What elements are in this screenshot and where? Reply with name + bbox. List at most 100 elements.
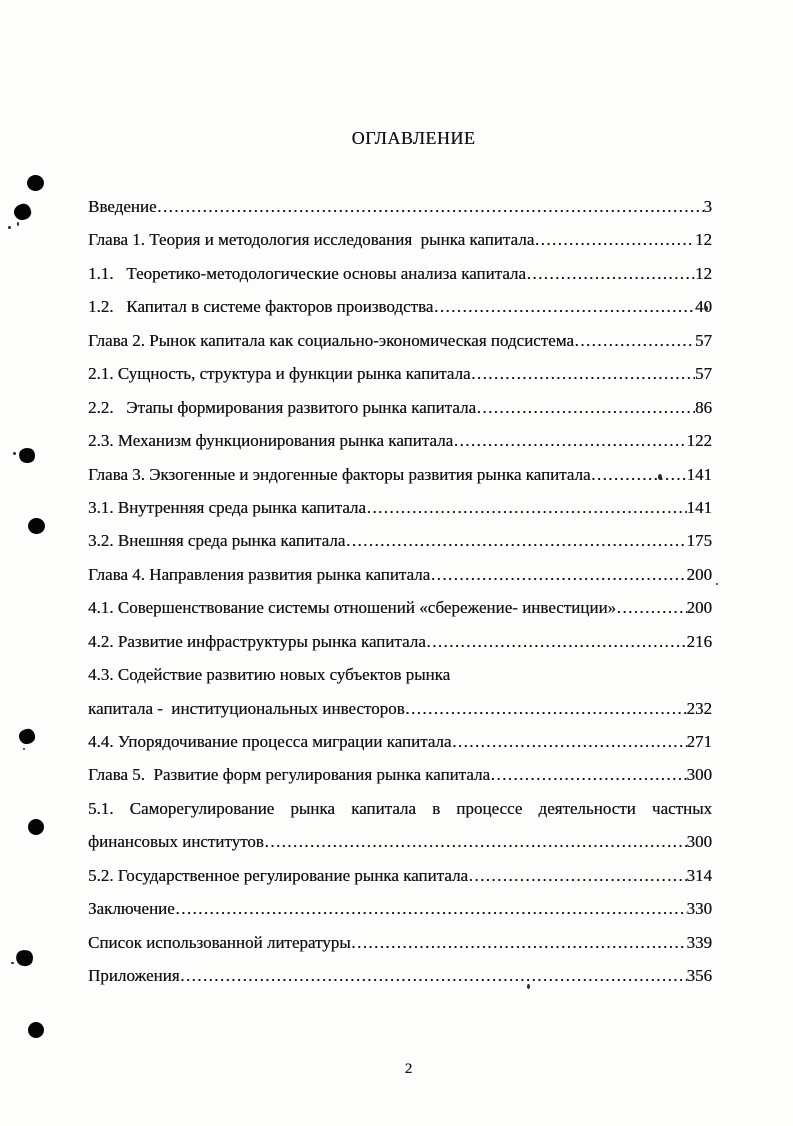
- ink-dot: [28, 518, 45, 534]
- ink-speck: [8, 226, 11, 229]
- dot-leader: ……………………………………………………………………………………………………………: [468, 859, 687, 892]
- toc-entry-page: 141: [686, 497, 713, 517]
- leader-dots: ……………………………………………………………………………………………………………: [470, 364, 695, 384]
- toc-entry-text: 2.3. Механизм функционирования рынка кап…: [88, 431, 454, 451]
- toc-entry: Глава 2. Рынок капитала как социально-эк…: [88, 324, 712, 357]
- leader-dots: ……………………………………………………………………………………………………………: [174, 899, 687, 919]
- toc-entry: 2.2. Этапы формирования развитого рынка …: [88, 391, 712, 424]
- dot-leader: ……………………………………………………………………………………………………………: [430, 558, 686, 591]
- toc-entry: финансовых институтов …………………………………………………: [88, 825, 712, 858]
- ink-dot: [27, 175, 44, 191]
- toc-entry-page: 175: [686, 531, 713, 551]
- dot-leader: ……………………………………………………………………………………………………………: [453, 424, 686, 457]
- toc-entry: Глава 3. Экзогенные и эндогенные факторы…: [88, 458, 712, 491]
- leader-dots: ……………………………………………………………………………………………………………: [451, 732, 686, 751]
- ink-speck: [11, 962, 14, 964]
- dot-leader: ……………………………………………………………………………………………………………: [526, 257, 695, 290]
- toc-entry-page: 200: [686, 598, 713, 618]
- toc-entry: 1.2. Капитал в системе факторов производ…: [88, 290, 712, 323]
- dot-leader: ……………………………………………………………………………………………………………: [345, 524, 686, 557]
- toc-entry-text: 2.2. Этапы формирования развитого рынка …: [88, 397, 477, 417]
- dot-leader: ……………………………………………………………………………………………………………: [175, 892, 687, 925]
- toc-entry: 2.1. Сущность, структура и функции рынка…: [88, 357, 712, 390]
- toc-entry: 4.4. Упорядочивание процесса миграции ка…: [88, 725, 712, 758]
- leader-dots: ……………………………………………………………………………………………………………: [425, 631, 687, 651]
- toc-entry-text: 2.1. Сущность, структура и функции рынка…: [88, 364, 471, 384]
- toc-entry-text: 4.1. Совершенствование системы отношений…: [88, 598, 617, 618]
- toc-entry: Глава 1. Теория и методология исследован…: [88, 223, 712, 256]
- dot-leader: ……………………………………………………………………………………………………………: [616, 591, 686, 624]
- toc-entry-text: 5.2. Государственное регулирование рынка…: [88, 865, 468, 885]
- toc-entry-text: Список использованной литературы: [88, 932, 351, 952]
- toc-entry-page: 57: [695, 364, 712, 384]
- leader-dots: ……………………………………………………………………………………………………………: [350, 932, 687, 952]
- toc-entry-page: 271: [686, 732, 713, 751]
- page-title: ОГЛАВЛЕНИЕ: [351, 128, 476, 148]
- dot-leader: ……………………………………………………………………………………………………………: [157, 190, 704, 223]
- toc-entry-page: 232: [686, 698, 713, 718]
- dot-leader: ……………………………………………………………………………………………………………: [476, 391, 695, 424]
- toc-entry-text: финансовых институтов: [88, 832, 264, 852]
- ink-blob: [17, 446, 37, 465]
- dot-leader: ……………………………………………………………………………………………………………: [180, 959, 687, 992]
- toc-entry-text: 3.2. Внешняя среда рынка капитала: [88, 531, 346, 551]
- toc-entry-text: 1.2. Капитал в системе факторов производ…: [88, 297, 434, 317]
- leader-dots: ……………………………………………………………………………………………………………: [404, 698, 687, 718]
- toc-entry: 4.3. Содействие развитию новых субъектов…: [88, 658, 712, 691]
- leader-dots: ……………………………………………………………………………………………………………: [156, 197, 704, 216]
- toc-entry-text: Глава 2. Рынок капитала как социально-эк…: [88, 330, 574, 350]
- leader-dots: ……………………………………………………………………………………………………………: [573, 330, 695, 350]
- toc-entry: капитала - институциональных инвесторов …: [88, 692, 712, 725]
- toc-entry-page: 57: [695, 330, 712, 350]
- toc-entry: Список использованной литературы ……………………: [88, 926, 712, 959]
- leader-dots: ……………………………………………………………………………………………………………: [263, 832, 687, 852]
- leader-dots: ……………………………………………………………………………………………………………: [534, 230, 695, 250]
- ink-blob: [12, 202, 33, 222]
- dot-leader: ……………………………………………………………………………………………………………: [471, 357, 695, 390]
- leader-dots: ……………………………………………………………………………………………………………: [468, 865, 687, 885]
- dot-leader: ……………………………………………………………………………………………………………: [433, 290, 695, 323]
- toc-entry-text: Приложения: [88, 966, 180, 986]
- toc-entry: Глава 4. Направления развития рынка капи…: [88, 558, 712, 591]
- dot-leader: ……………………………………………………………………………………………………………: [451, 725, 686, 758]
- toc-entry-text: 4.4. Упорядочивание процесса миграции ка…: [88, 732, 452, 751]
- dot-leader: ……………………………………………………………………………………………………………: [366, 491, 687, 524]
- toc-entry: 5.1. Саморегулирование рынка капитала в …: [88, 792, 712, 825]
- toc-entry-page: 40: [695, 297, 712, 317]
- toc-entry-text: 1.1. Теоретико-методологические основы а…: [88, 263, 526, 283]
- ink-speck: [716, 583, 718, 585]
- dot-leader: ……………………………………………………………………………………………………………: [574, 324, 695, 357]
- toc-entry-page: 216: [686, 631, 713, 651]
- toc-entry-text: 5.1. Саморегулирование рынка капитала в …: [88, 798, 712, 818]
- toc-entry-page: 12: [695, 230, 712, 250]
- ink-dot: [28, 1022, 44, 1038]
- leader-dots: ……………………………………………………………………………………………………………: [490, 765, 686, 785]
- toc-entry-page: 339: [686, 932, 713, 952]
- leader-dots: ……………………………………………………………………………………………………………: [590, 464, 687, 484]
- toc-entry: Введение ……………………………………………………………………………………: [88, 190, 712, 223]
- toc-entry-text: Введение: [88, 197, 157, 216]
- toc-entry-text: 3.1. Внутренняя среда рынка капитала: [88, 497, 366, 517]
- toc-entry-page: 141: [686, 464, 713, 484]
- toc-entry-page: 122: [686, 431, 713, 451]
- leader-dots: ……………………………………………………………………………………………………………: [616, 598, 686, 618]
- toc-entry-text: 4.2. Развитие инфраструктуры рынка капит…: [88, 631, 426, 651]
- toc-entry-page: 330: [686, 899, 713, 919]
- leader-dots: ……………………………………………………………………………………………………………: [525, 263, 695, 283]
- page-number: 2: [404, 1061, 413, 1077]
- toc-entry-page: 3: [703, 197, 713, 216]
- ink-blob: [18, 727, 36, 746]
- leader-dots: ……………………………………………………………………………………………………………: [430, 564, 686, 584]
- toc-entry: 2.3. Механизм функционирования рынка кап…: [88, 424, 712, 457]
- toc-entry-text: Глава 3. Экзогенные и эндогенные факторы…: [88, 464, 591, 484]
- leader-dots: ……………………………………………………………………………………………………………: [476, 397, 695, 417]
- dot-leader: ……………………………………………………………………………………………………………: [264, 825, 687, 858]
- leader-dots: ……………………………………………………………………………………………………………: [179, 966, 687, 986]
- dot-leader: ……………………………………………………………………………………………………………: [405, 692, 687, 725]
- toc-entry: 5.2. Государственное регулирование рынка…: [88, 859, 712, 892]
- dot-leader: ……………………………………………………………………………………………………………: [534, 223, 695, 256]
- leader-dots: ……………………………………………………………………………………………………………: [345, 531, 687, 551]
- leader-dots: ……………………………………………………………………………………………………………: [365, 497, 687, 517]
- toc-entry-page: 356: [686, 966, 713, 986]
